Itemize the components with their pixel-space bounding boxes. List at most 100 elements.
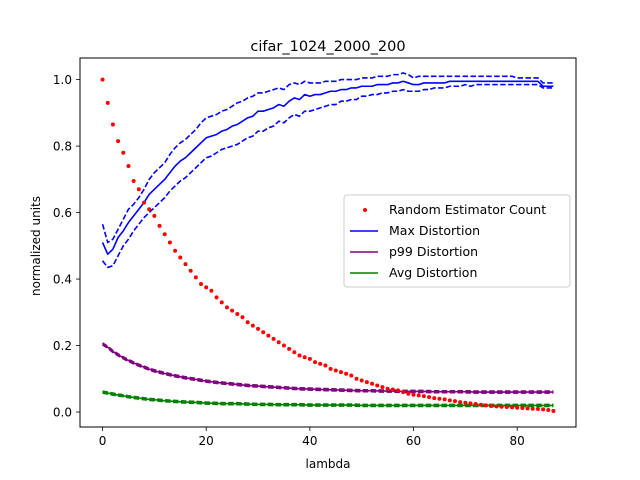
chart-title: cifar_1024_2000_200: [250, 39, 405, 55]
random-estimator-count-point: [157, 223, 162, 228]
random-estimator-count-point: [411, 392, 416, 397]
random-estimator-count-point: [504, 405, 509, 410]
random-estimator-count-point: [167, 240, 172, 245]
random-estimator-count-point: [551, 409, 556, 414]
random-estimator-count-point: [281, 343, 286, 348]
p99-distortion-lower-line: [102, 344, 554, 394]
random-estimator-count-point: [406, 391, 411, 396]
y-tick-label: 0.6: [53, 206, 72, 220]
random-estimator-count-point: [126, 164, 131, 169]
random-estimator-count-point: [271, 336, 276, 341]
random-estimator-count-point: [354, 376, 359, 381]
random-estimator-count-point: [484, 403, 489, 408]
random-estimator-count-point: [152, 213, 157, 218]
random-estimator-count-point: [204, 285, 209, 290]
random-estimator-count-point: [370, 381, 375, 386]
random-estimator-count-point: [230, 308, 235, 313]
random-estimator-count-point: [173, 248, 178, 253]
random-estimator-count-point: [530, 406, 535, 411]
random-estimator-count-point: [452, 399, 457, 404]
random-estimator-count-point: [401, 390, 406, 395]
max-distortion-upper-line: [101, 72, 554, 244]
random-estimator-count-point: [390, 387, 395, 392]
x-ticks: 0 20 40 60 80: [99, 427, 525, 448]
random-estimator-count-point: [520, 406, 525, 411]
x-axis-label: lambda: [306, 457, 351, 471]
random-estimator-count-point: [338, 370, 343, 375]
x-tick-label: 20: [199, 434, 214, 448]
random-estimator-count-point: [525, 406, 530, 411]
random-estimator-count-point: [437, 396, 442, 401]
max-distortion-line: [101, 80, 554, 255]
max-distortion-lower-line: [101, 83, 554, 269]
random-estimator-count-point: [199, 282, 204, 287]
random-estimator-count-point: [447, 398, 452, 403]
random-estimator-count-point: [245, 320, 250, 325]
random-estimator-count-point: [188, 268, 193, 273]
plot-area: [79, 57, 577, 428]
random-estimator-count-point: [432, 396, 437, 401]
random-estimator-count-point: [509, 405, 514, 410]
random-estimator-count-point: [359, 378, 364, 383]
random-estimator-count-point: [183, 262, 188, 267]
y-tick-label: 0.4: [53, 273, 72, 287]
random-estimator-count-point: [427, 395, 432, 400]
random-estimator-count-point: [287, 346, 292, 351]
random-estimator-count-point: [442, 397, 447, 402]
random-estimator-count-point: [489, 404, 494, 409]
random-estimator-count-point: [458, 400, 463, 405]
random-estimator-count-point: [478, 402, 483, 407]
random-estimator-count-point: [261, 330, 266, 335]
random-estimator-count-point: [395, 388, 400, 393]
p99-distortion-line: [102, 343, 554, 393]
random-estimator-count-point: [214, 295, 219, 300]
random-estimator-count-point: [256, 326, 261, 331]
y-tick-label: 0.8: [53, 140, 72, 154]
random-estimator-count-point: [297, 353, 302, 358]
x-tick-label: 60: [406, 434, 421, 448]
random-estimator-count-point: [323, 363, 328, 368]
random-estimator-count-point: [147, 207, 152, 212]
random-estimator-count-point: [121, 150, 126, 155]
random-estimator-count-point: [100, 77, 105, 82]
random-estimator-count-point: [235, 311, 240, 316]
legend: Random Estimator Count Max Distortion p9…: [343, 194, 571, 288]
random-estimator-count-point: [266, 333, 271, 338]
random-estimator-count-point: [193, 275, 198, 280]
avg-distortion-line: [102, 391, 554, 407]
random-estimator-count-point: [328, 366, 333, 371]
random-estimator-count-point: [178, 255, 183, 260]
random-estimator-count-point: [416, 393, 421, 398]
axes-frame: [79, 57, 577, 428]
random-estimator-count-point: [546, 408, 551, 413]
y-tick-label: 1.0: [53, 73, 72, 87]
random-estimator-count-point: [375, 383, 380, 388]
legend-label-p99-distortion: p99 Distortion: [389, 244, 478, 259]
legend-marker-random-estimator-count: [363, 208, 367, 212]
random-estimator-count-point: [473, 402, 478, 407]
random-estimator-count-point: [515, 405, 520, 410]
series-layer: [100, 72, 556, 414]
legend-box: [343, 194, 571, 288]
random-estimator-count-point: [240, 315, 245, 320]
random-estimator-count-point: [105, 100, 110, 105]
random-estimator-count-point: [535, 407, 540, 412]
legend-label-max-distortion: Max Distortion: [389, 223, 480, 238]
y-tick-label: 0.0: [53, 406, 72, 420]
random-estimator-count-point: [131, 179, 136, 183]
random-estimator-count-point: [142, 200, 147, 205]
legend-label-random-estimator-count: Random Estimator Count: [389, 202, 546, 217]
y-axis-label: normalized units: [29, 196, 43, 296]
y-ticks: 0.0 0.2 0.4 0.6 0.8 1.0: [53, 73, 80, 420]
x-tick-label: 40: [302, 434, 317, 448]
random-estimator-count-point: [116, 139, 121, 144]
x-tick-label: 0: [99, 434, 107, 448]
avg-distortion-lower-line: [102, 392, 554, 408]
p99-distortion-upper-line: [102, 342, 554, 392]
legend-label-avg-distortion: Avg Distortion: [389, 265, 477, 280]
random-estimator-count-point: [385, 386, 390, 391]
random-estimator-count-point: [344, 371, 349, 376]
random-estimator-count-point: [313, 360, 318, 365]
random-estimator-count-point: [468, 401, 473, 406]
